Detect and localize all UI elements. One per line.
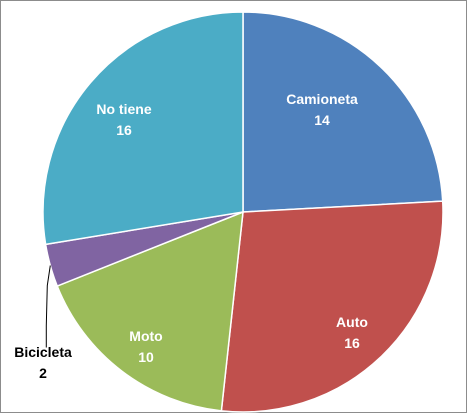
pie-slice-no-tiene — [42, 11, 244, 246]
slice-value-auto: 16 — [344, 335, 360, 351]
bicicleta-leader-line — [45, 265, 51, 348]
slice-value-moto: 10 — [138, 349, 154, 365]
slice-label-bicicleta: Bicicleta — [14, 344, 72, 360]
slice-label-auto: Auto — [336, 314, 368, 330]
slice-value-no-tiene: 16 — [116, 122, 132, 138]
slice-value-camioneta: 14 — [314, 112, 330, 128]
slice-label-camioneta: Camioneta — [286, 91, 358, 107]
pie-slice-auto — [220, 200, 444, 413]
slice-value-bicicleta: 2 — [39, 365, 47, 381]
pie-slice-camioneta — [242, 11, 444, 213]
slice-label-moto: Moto — [129, 328, 162, 344]
slice-label-no-tiene: No tiene — [96, 101, 151, 117]
pie-slice-moto — [56, 210, 244, 412]
